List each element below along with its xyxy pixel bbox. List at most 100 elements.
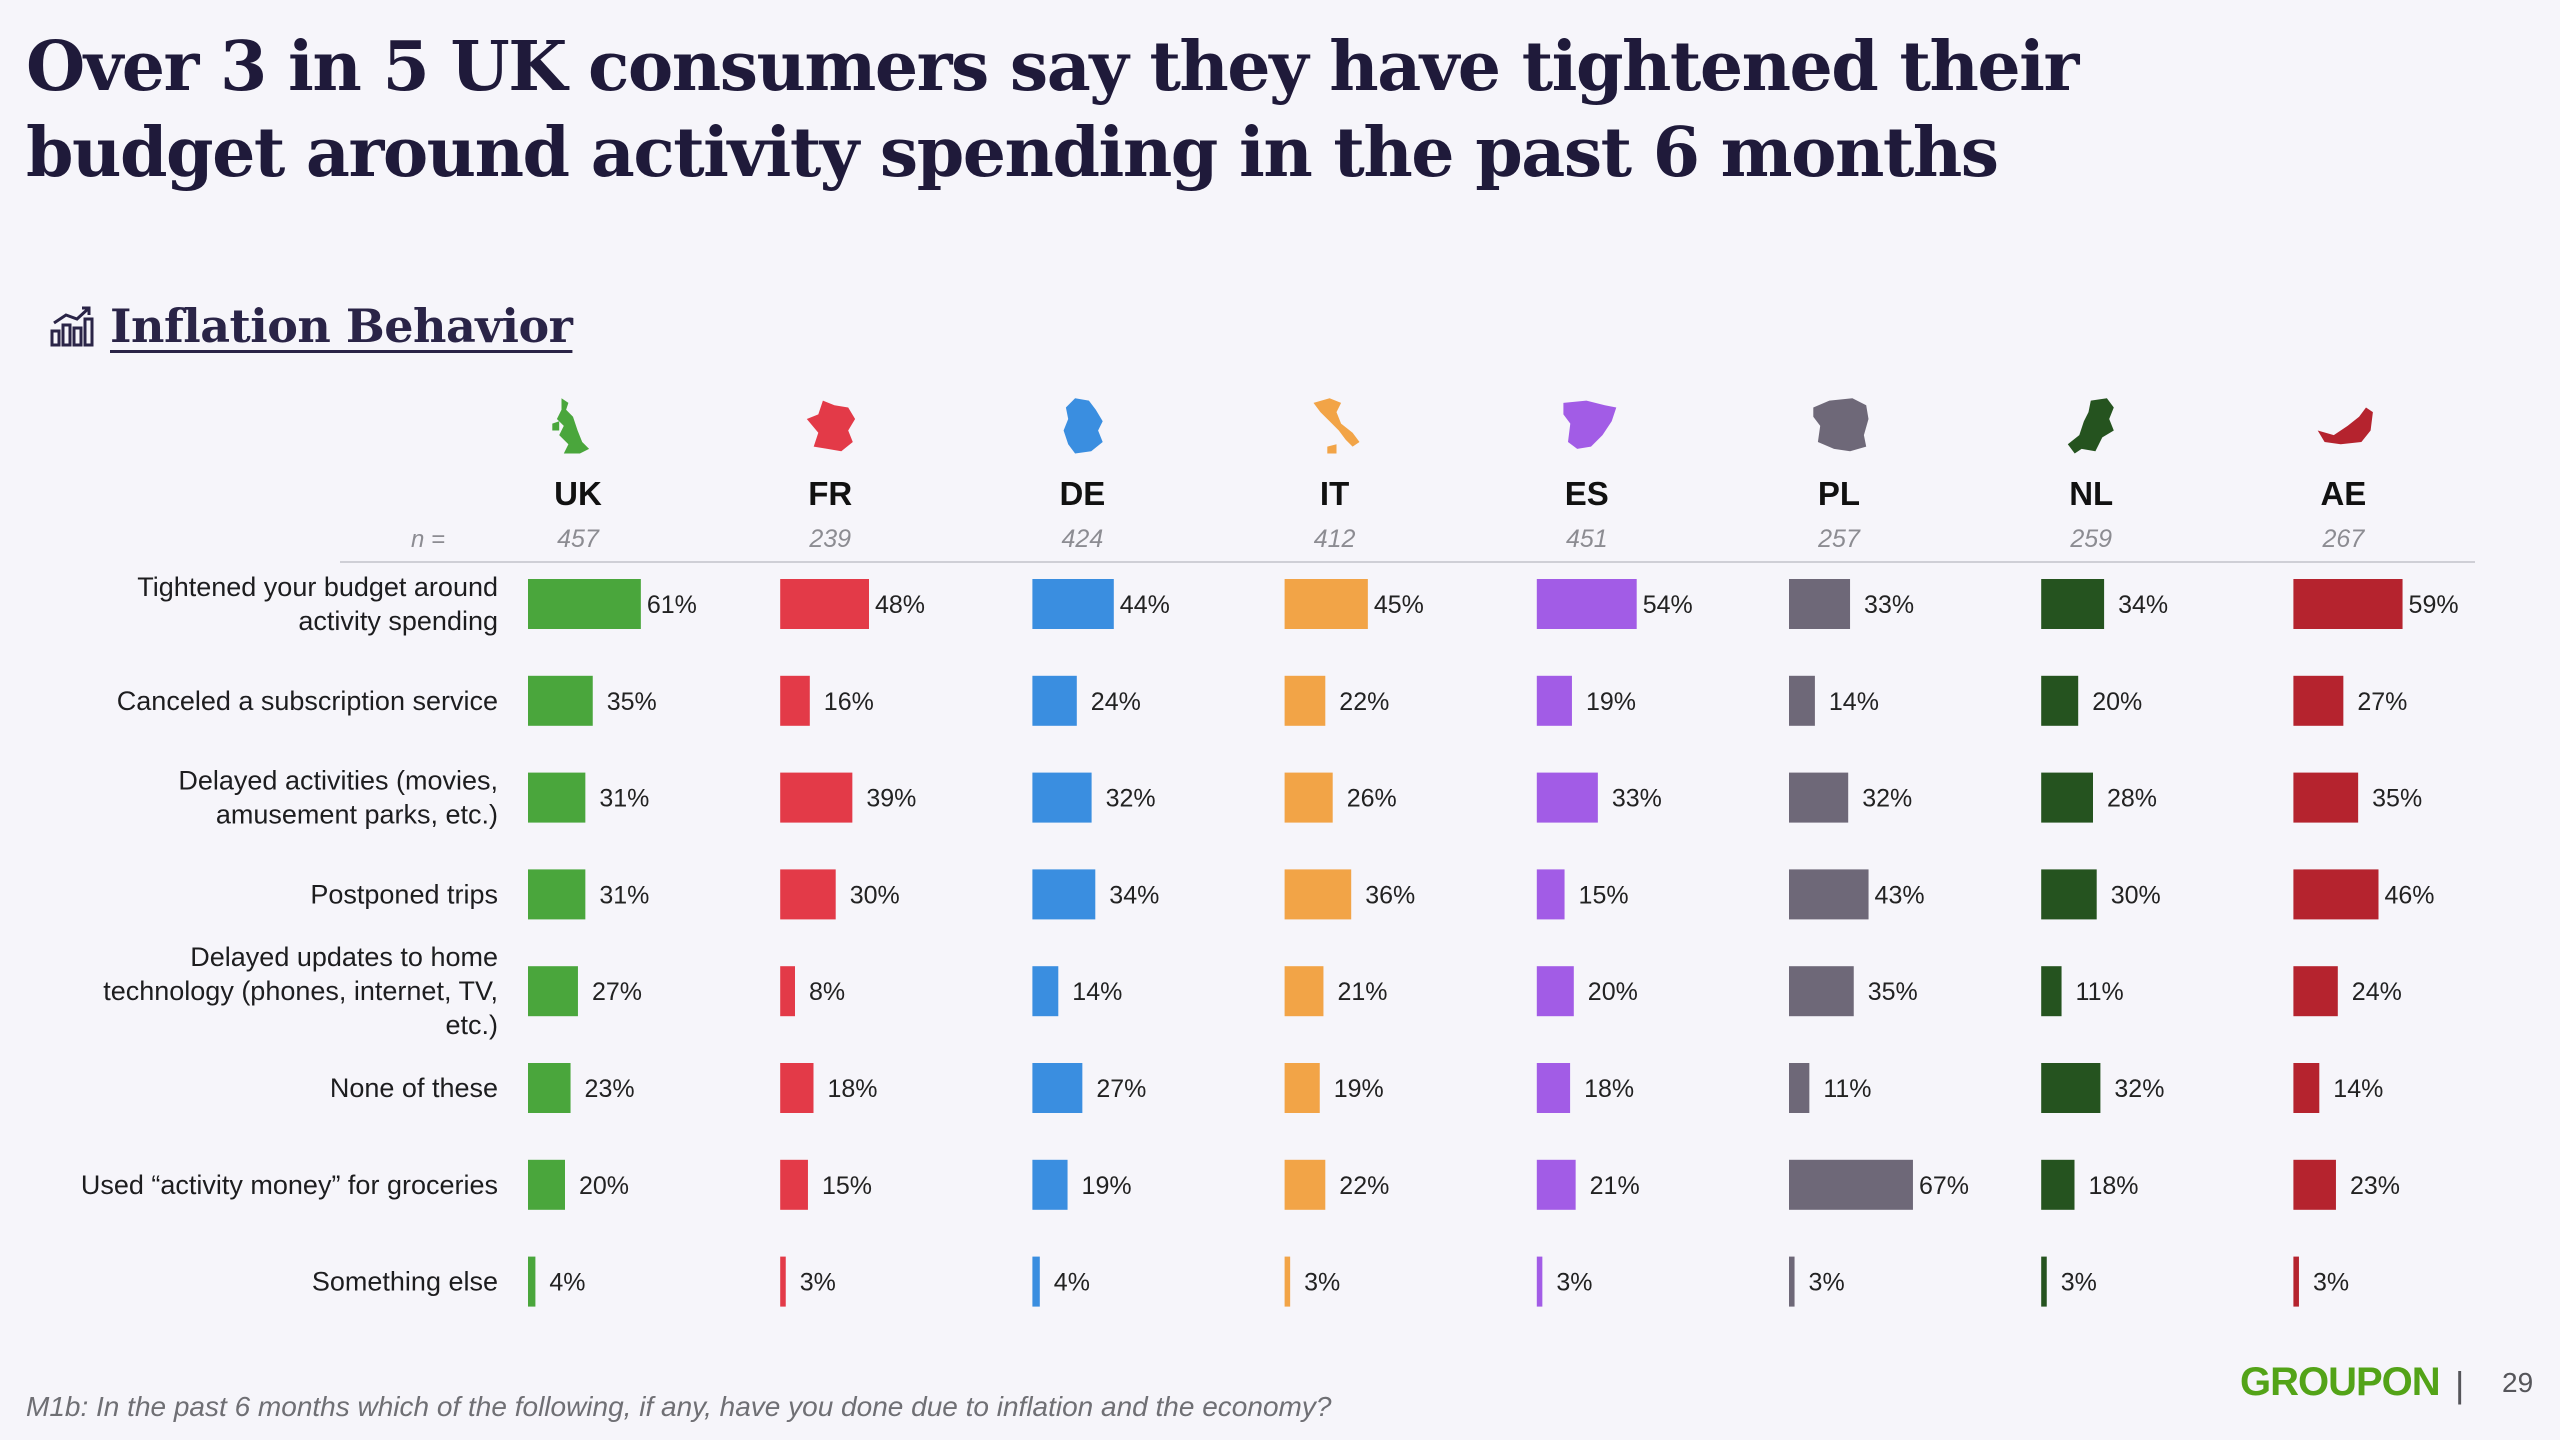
bar [1032,675,1077,726]
bar-value-label: 30% [2111,881,2161,909]
bar [1284,1063,1320,1113]
bar [2293,1159,2336,1210]
bar-value-label: 3% [2313,1269,2349,1297]
bar [1789,579,1851,629]
bar-value-label: 34% [2118,591,2168,619]
uk-map-icon [552,398,590,454]
category-label: Delayed activities (movies, amusement par… [178,766,498,830]
bar-value-label: 33% [1864,591,1914,619]
bar [1284,772,1333,823]
bar [780,966,795,1017]
section-header: Inflation Behavior [48,296,573,356]
bar [1789,1063,1810,1113]
bar-value-label: 24% [2352,978,2402,1006]
bar-value-label: 67% [1919,1172,1969,1200]
germany-map-icon [1063,398,1103,454]
bar [1284,1256,1291,1307]
bar-value-label: 35% [2372,785,2422,813]
germany-map-icon-shape [1063,398,1103,454]
bar [2293,1256,2299,1307]
bar [2041,1063,2101,1113]
sample-size: 257 [1817,525,1861,553]
bar-value-label: 33% [1612,785,1662,813]
sample-size: 457 [557,525,600,553]
bar [528,772,586,823]
bar [780,1063,814,1113]
bar [2041,1159,2075,1210]
bar [528,579,641,629]
bar-value-label: 19% [1334,1075,1384,1103]
bar-value-label: 44% [1120,591,1170,619]
bar [528,1256,536,1307]
bar [2041,772,2093,823]
bar [1284,966,1324,1017]
spain-map-icon [1563,400,1617,449]
bar-value-label: 27% [2357,688,2407,716]
bar [1536,772,1598,823]
footnote: M1b: In the past 6 months which of the f… [26,1391,1332,1422]
bar-value-label: 20% [2092,688,2142,716]
bar [1536,1159,1576,1210]
bar-value-label: 14% [1072,978,1122,1006]
bar [1536,675,1572,726]
bar [1789,772,1849,823]
bar [1536,1063,1571,1113]
category-label: Delayed updates to home technology (phone… [103,942,498,1040]
bar-value-label: 14% [1829,688,1879,716]
bar-value-label: 32% [1862,785,1912,813]
bar-value-label: 31% [599,785,649,813]
poland-map-icon-shape [1813,398,1869,452]
bar [1789,1256,1795,1307]
country-label: PL [1818,475,1860,512]
bar-value-label: 32% [1106,785,1156,813]
bar [2293,579,2403,629]
bar [1032,1159,1068,1210]
bar-value-label: 31% [599,881,649,909]
bar-value-label: 22% [1339,688,1389,716]
category-label: Tightened your budget around activity spe… [137,572,498,636]
n-label: n = [411,526,445,553]
bar [1789,1159,1913,1210]
bar-value-label: 14% [2333,1075,2383,1103]
bar-value-label: 35% [607,688,657,716]
country-label: ES [1565,475,1609,512]
bar-value-label: 19% [1082,1172,1132,1200]
country-label: DE [1059,475,1105,512]
uk-map-icon-shape [552,398,590,454]
italy-map-icon-shape [1313,398,1360,454]
category-label: Something else [312,1267,498,1297]
bar [1536,869,1565,920]
bar [2293,675,2344,726]
bar [1789,869,1869,920]
bar-value-label: 16% [824,688,874,716]
bar [1284,675,1326,726]
bar [1789,675,1815,726]
bar [1536,1256,1543,1307]
bar [780,675,810,726]
groupon-logo: GROUPON [2240,1360,2441,1404]
bar [1032,579,1114,629]
bar-value-label: 11% [1823,1075,1871,1103]
bar [528,869,586,920]
bar [780,1256,786,1307]
bar-chart-trend-icon [50,306,94,347]
france-map-icon-shape [806,400,856,452]
bar-value-label: 3% [1556,1269,1592,1297]
bar [2041,579,2105,629]
bar-value-label: 4% [1054,1269,1090,1297]
bar-value-label: 15% [822,1172,872,1200]
bar [1032,772,1092,823]
bar [2293,772,2359,823]
bar-value-label: 59% [2409,591,2459,619]
bar-value-label: 4% [549,1269,585,1297]
bar-value-label: 3% [1304,1269,1340,1297]
bar [1284,1159,1326,1210]
bar-value-label: 35% [1868,978,1918,1006]
bar-value-label: 27% [592,978,642,1006]
bar [1032,1256,1040,1307]
bar [780,869,836,920]
bar [1032,869,1096,920]
bar [2293,966,2338,1017]
bar-value-label: 3% [800,1269,836,1297]
bar [2041,675,2079,726]
